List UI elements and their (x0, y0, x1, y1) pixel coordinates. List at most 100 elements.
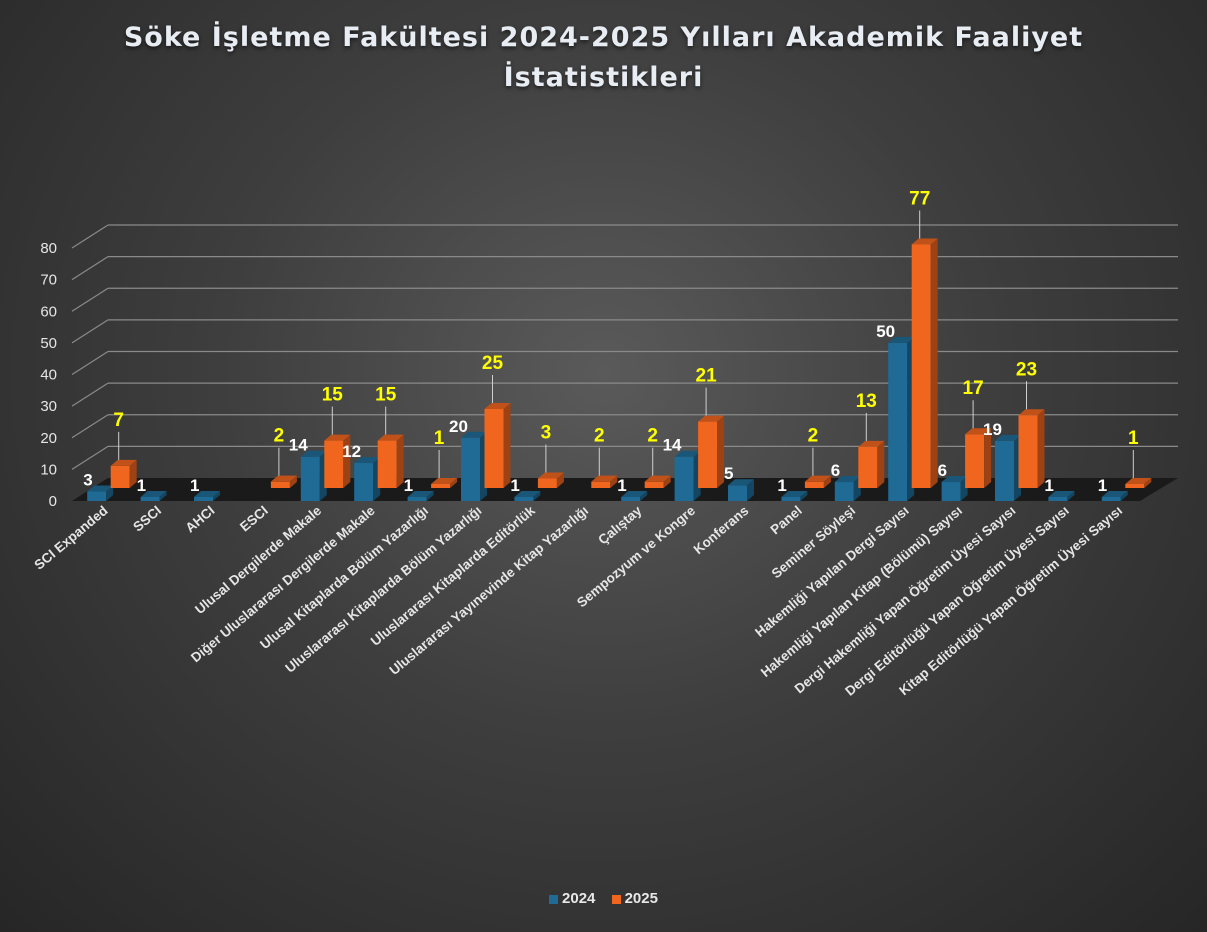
gridline-depth (71, 350, 109, 376)
data-label-2025: 77 (909, 188, 930, 209)
bar-2025-top (537, 472, 564, 479)
data-label-2025: 15 (375, 385, 397, 406)
bar-2025 (431, 484, 451, 488)
data-label-2025: 2 (808, 426, 819, 447)
bar-2024-side (426, 491, 434, 501)
data-label-2025: 2 (594, 426, 605, 447)
bar-2025-side (877, 440, 885, 488)
category-label: Uluslararası Kitaplarda Bölüm Yazarlığı (282, 503, 484, 676)
bar-2024-top (140, 491, 167, 497)
bar-2024-top (888, 336, 915, 343)
bar-2024-side (213, 491, 220, 501)
bar-2025-top (1125, 478, 1152, 484)
bar-2025 (1125, 484, 1145, 488)
bar-2025 (591, 481, 611, 488)
bar-2025 (804, 481, 824, 488)
bar-2024 (1048, 497, 1068, 501)
y-tick-label: 70 (40, 272, 57, 289)
bar-2024-side (800, 491, 808, 501)
bar-2025-top (591, 475, 618, 482)
y-tick-label: 50 (40, 335, 57, 352)
legend-item-2024: 2024 (549, 890, 595, 907)
data-label-2024: 20 (449, 417, 468, 436)
bar-2024-side (1067, 491, 1075, 501)
bar-2025-side (1144, 478, 1152, 488)
bar-2025-side (1037, 409, 1045, 488)
data-label-2024: 6 (831, 461, 840, 480)
bar-2024-top (87, 485, 114, 492)
y-tick-label: 80 (40, 240, 57, 257)
data-label-2025: 2 (274, 426, 285, 447)
legend-label-2024: 2024 (562, 890, 596, 907)
bar-2024 (621, 497, 641, 501)
bar-2024-side (640, 491, 648, 501)
category-label: Hakemliği Yapılan Kitap (Bölümü) Sayısı (758, 503, 965, 680)
bar-2024 (781, 497, 801, 501)
data-label-2025: 25 (482, 353, 504, 374)
bar-2025-side (289, 475, 297, 488)
bar-2024-top (834, 476, 861, 483)
data-label-2025: 1 (1128, 428, 1139, 449)
data-label-2024: 1 (137, 476, 146, 495)
bar-2025 (537, 478, 557, 488)
category-label: SCI Expanded (31, 503, 110, 573)
chart-title: Söke İşletme Fakültesi 2024-2025 Yılları… (123, 22, 1084, 93)
bar-2024-side (1120, 491, 1128, 501)
data-label-2025: 15 (322, 385, 344, 406)
bar-2024 (1101, 497, 1121, 501)
bar-2024-top (1101, 491, 1128, 497)
bar-2025-side (930, 238, 938, 488)
bar-2024 (461, 437, 480, 501)
bar-2025-side (343, 434, 351, 488)
data-label-2025: 23 (1016, 359, 1037, 380)
bar-2024-top (407, 491, 434, 497)
bar-2024-top (941, 476, 968, 483)
bar-2025-side (984, 428, 992, 488)
bar-2025-side (503, 402, 511, 488)
bar-2024 (834, 482, 854, 501)
bar-2025-side (450, 478, 458, 488)
bar-2025 (270, 481, 290, 488)
gridline-depth (71, 382, 109, 407)
bar-2024 (728, 485, 747, 501)
bar-2025-side (396, 434, 404, 488)
bar-2024 (514, 497, 534, 501)
data-label-2024: 1 (510, 476, 519, 495)
y-tick-label: 0 (49, 493, 57, 510)
bar-2024 (140, 497, 160, 501)
bar-2024-top (995, 434, 1021, 441)
bar-2025-top (1018, 409, 1045, 416)
bar-2024-top (514, 491, 541, 497)
bar-2025-top (858, 440, 885, 447)
y-tick-label: 30 (40, 398, 57, 415)
bar-2025-side (717, 415, 725, 488)
bar-2025-top (377, 434, 404, 441)
bar-2024 (194, 497, 213, 501)
bar-2024-side (106, 485, 114, 501)
bar-2024-side (159, 491, 167, 501)
data-label-2024: 19 (983, 420, 1002, 439)
data-label-2024: 1 (190, 476, 199, 495)
bar-2025 (377, 440, 397, 488)
category-label: Panel (768, 503, 805, 538)
legend-swatch-2025 (611, 894, 621, 904)
bar-2025-top (110, 459, 137, 466)
data-label-2025: 17 (963, 378, 984, 399)
bar-2025-top (270, 475, 297, 482)
bar-2024-top (194, 491, 220, 497)
data-label-2024: 12 (342, 442, 361, 461)
bar-2025-top (965, 428, 992, 435)
bar-2024-top (728, 479, 754, 486)
bar-2025-side (663, 475, 671, 488)
y-tick-label: 40 (40, 367, 57, 384)
bar-2024-top (621, 491, 648, 497)
data-label-2024: 50 (876, 322, 895, 341)
bar-2025 (644, 481, 664, 488)
gridline-depth (71, 445, 109, 470)
chart-legend: 2024 2025 (0, 890, 1207, 907)
data-label-2024: 14 (663, 436, 682, 455)
data-label-2024: 6 (938, 461, 947, 480)
data-label-2025: 7 (113, 410, 124, 431)
